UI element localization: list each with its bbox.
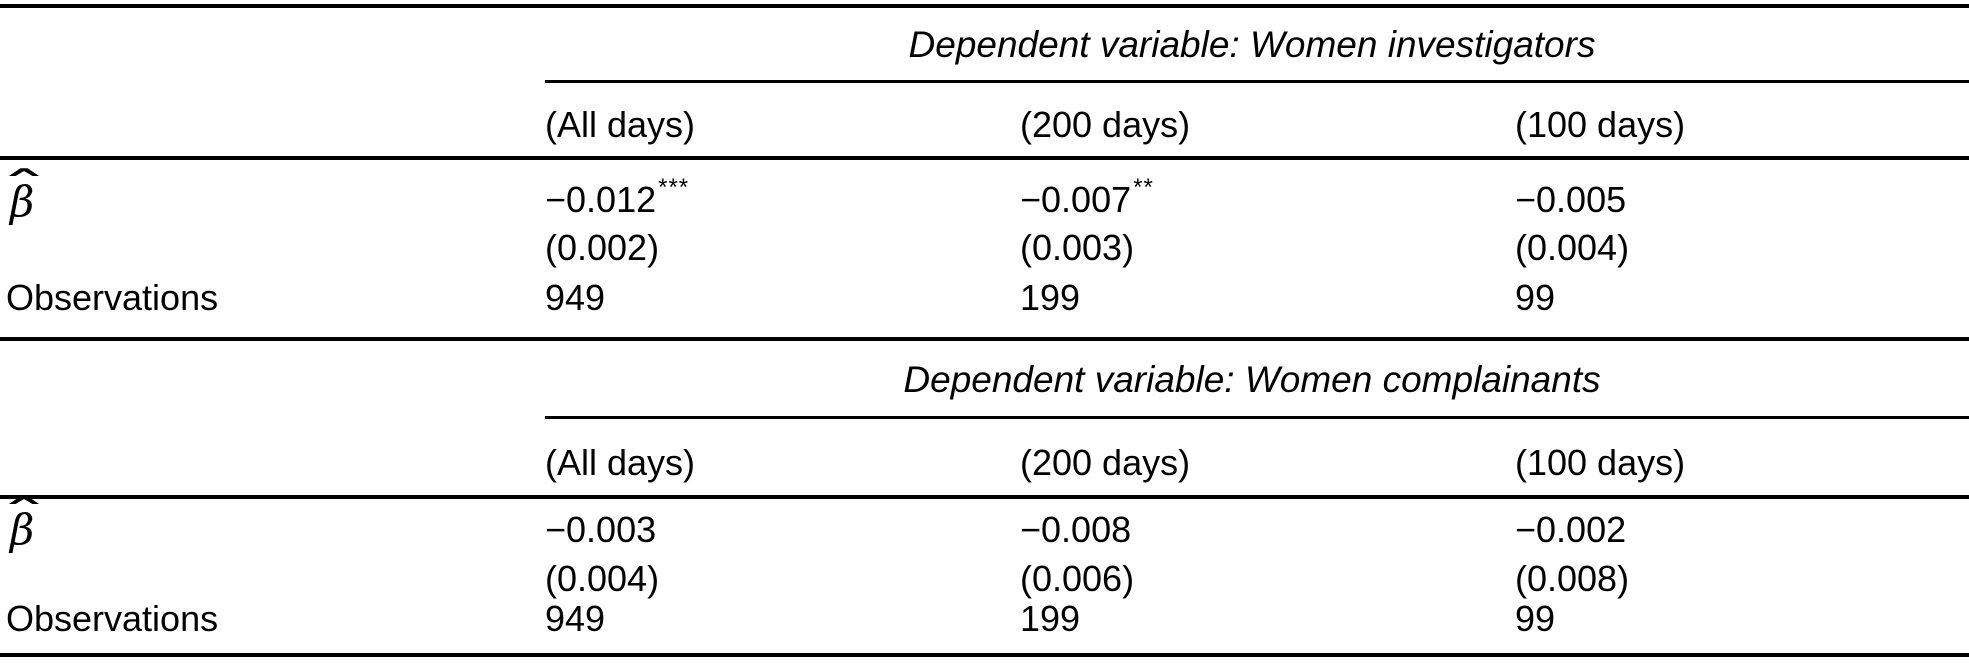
circumflex-accent: ˆ <box>0 490 49 540</box>
estimate-value: −0.005 <box>1515 179 1627 220</box>
table-bottom-rule <box>0 653 1969 657</box>
panel2-std-error-cell-all-days: (0.004) <box>545 558 660 599</box>
panel2-column-header-all-days: (All days) <box>545 442 696 483</box>
panel1-title: Dependent variable: Women investigators <box>908 24 1596 65</box>
panel1-observations-cell-100-days: 99 <box>1515 277 1556 318</box>
panel2-estimate-cell-100-days: −0.002 <box>1515 512 1628 548</box>
table-top-rule <box>0 4 1969 8</box>
estimate-value: −0.012 <box>545 179 657 220</box>
panel1-estimate-cell-100-days: −0.005 <box>1515 182 1628 218</box>
panel2-estimate-cell-all-days: −0.003 <box>545 512 658 548</box>
panel2-observations-cell-all-days: 949 <box>545 598 606 639</box>
panel1-observations-cell-200-days: 199 <box>1020 277 1081 318</box>
panel1-title-underline <box>545 80 1969 83</box>
panel2-column-header-200-days: (200 days) <box>1020 442 1191 483</box>
panel2-observations-cell-100-days: 99 <box>1515 598 1556 639</box>
panel-separator-rule <box>0 337 1969 341</box>
significance-stars: *** <box>658 173 690 201</box>
panel2-title-underline <box>545 416 1969 419</box>
estimate-value: −0.007 <box>1020 179 1132 220</box>
panel1-std-error-cell-200-days: (0.003) <box>1020 227 1135 268</box>
panel2-std-error-cell-200-days: (0.006) <box>1020 558 1135 599</box>
panel1-observations-cell-all-days: 949 <box>545 277 606 318</box>
beta-glyph: β <box>10 505 35 554</box>
panel1-column-header-100-days: (100 days) <box>1515 104 1686 145</box>
panel2-column-header-100-days: (100 days) <box>1515 442 1686 483</box>
panel1-observations-label: Observations <box>6 277 219 318</box>
estimate-value: −0.003 <box>545 509 657 550</box>
panel1-column-header-200-days: (200 days) <box>1020 104 1191 145</box>
estimate-value: −0.002 <box>1515 509 1627 550</box>
panel2-header-rule <box>0 495 1969 499</box>
significance-stars: ** <box>1133 173 1154 201</box>
estimate-value: −0.008 <box>1020 509 1132 550</box>
panel1-column-header-all-days: (All days) <box>545 104 696 145</box>
panel1-std-error-cell-all-days: (0.002) <box>545 227 660 268</box>
panel2-observations-label: Observations <box>6 598 219 639</box>
beta-glyph: β <box>10 177 35 226</box>
panel1-header-rule <box>0 156 1969 160</box>
circumflex-accent: ˆ <box>0 162 49 212</box>
panel2-std-error-cell-100-days: (0.008) <box>1515 558 1630 599</box>
panel2-estimate-cell-200-days: −0.008 <box>1020 512 1133 548</box>
panel1-estimate-cell-all-days: −0.012*** <box>545 175 689 220</box>
panel2-title: Dependent variable: Women complainants <box>903 359 1601 400</box>
panel2-observations-cell-200-days: 199 <box>1020 598 1081 639</box>
panel1-estimate-cell-200-days: −0.007** <box>1020 175 1154 220</box>
panel1-std-error-cell-100-days: (0.004) <box>1515 227 1630 268</box>
